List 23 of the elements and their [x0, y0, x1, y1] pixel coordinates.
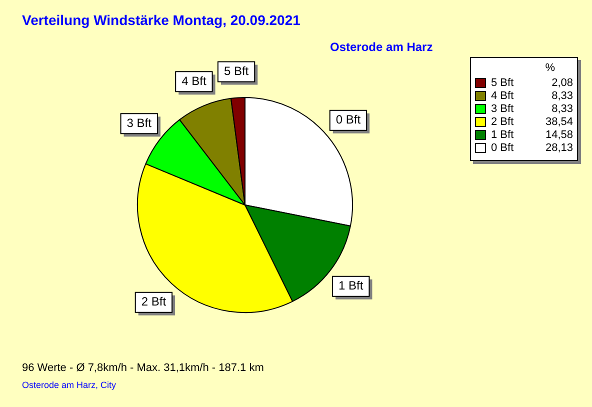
- text: 96 Werte - Ø 7,8km/h - Max. 31,1km/h - 187.1 km: [22, 362, 264, 374]
- legend-label: 3 Bft: [491, 102, 515, 114]
- slice-label: 1 Bft: [338, 278, 364, 293]
- legend-label: 0 Bft: [491, 142, 515, 154]
- data-label: 8,33: [550, 90, 573, 102]
- chart-title: Verteilung Windstärke Montag, 20.09.2021: [22, 12, 300, 28]
- slice-label: 3 Bft: [126, 116, 152, 130]
- slice-label: 2 Bft: [141, 294, 167, 309]
- data-label: 2,08: [550, 76, 573, 88]
- data-label: 14,58: [544, 128, 573, 140]
- data-label: 8,33: [550, 102, 573, 114]
- data-label: 28,13: [544, 142, 573, 154]
- legend-label: 4 Bft: [491, 90, 515, 102]
- text: Osterode am Harz, City: [22, 380, 116, 390]
- slice-label: 5 Bft: [224, 64, 250, 78]
- chart-subtitle: Osterode am Harz: [330, 40, 433, 54]
- legend-label: 5 Bft: [491, 76, 515, 88]
- legend-title: %: [544, 62, 556, 74]
- slice-label: 0 Bft: [336, 112, 362, 127]
- slice-label: 4 Bft: [182, 74, 207, 88]
- legend-label: 2 Bft: [491, 116, 515, 128]
- data-label: 38,54: [544, 116, 573, 128]
- legend-label: 1 Bft: [491, 128, 515, 140]
